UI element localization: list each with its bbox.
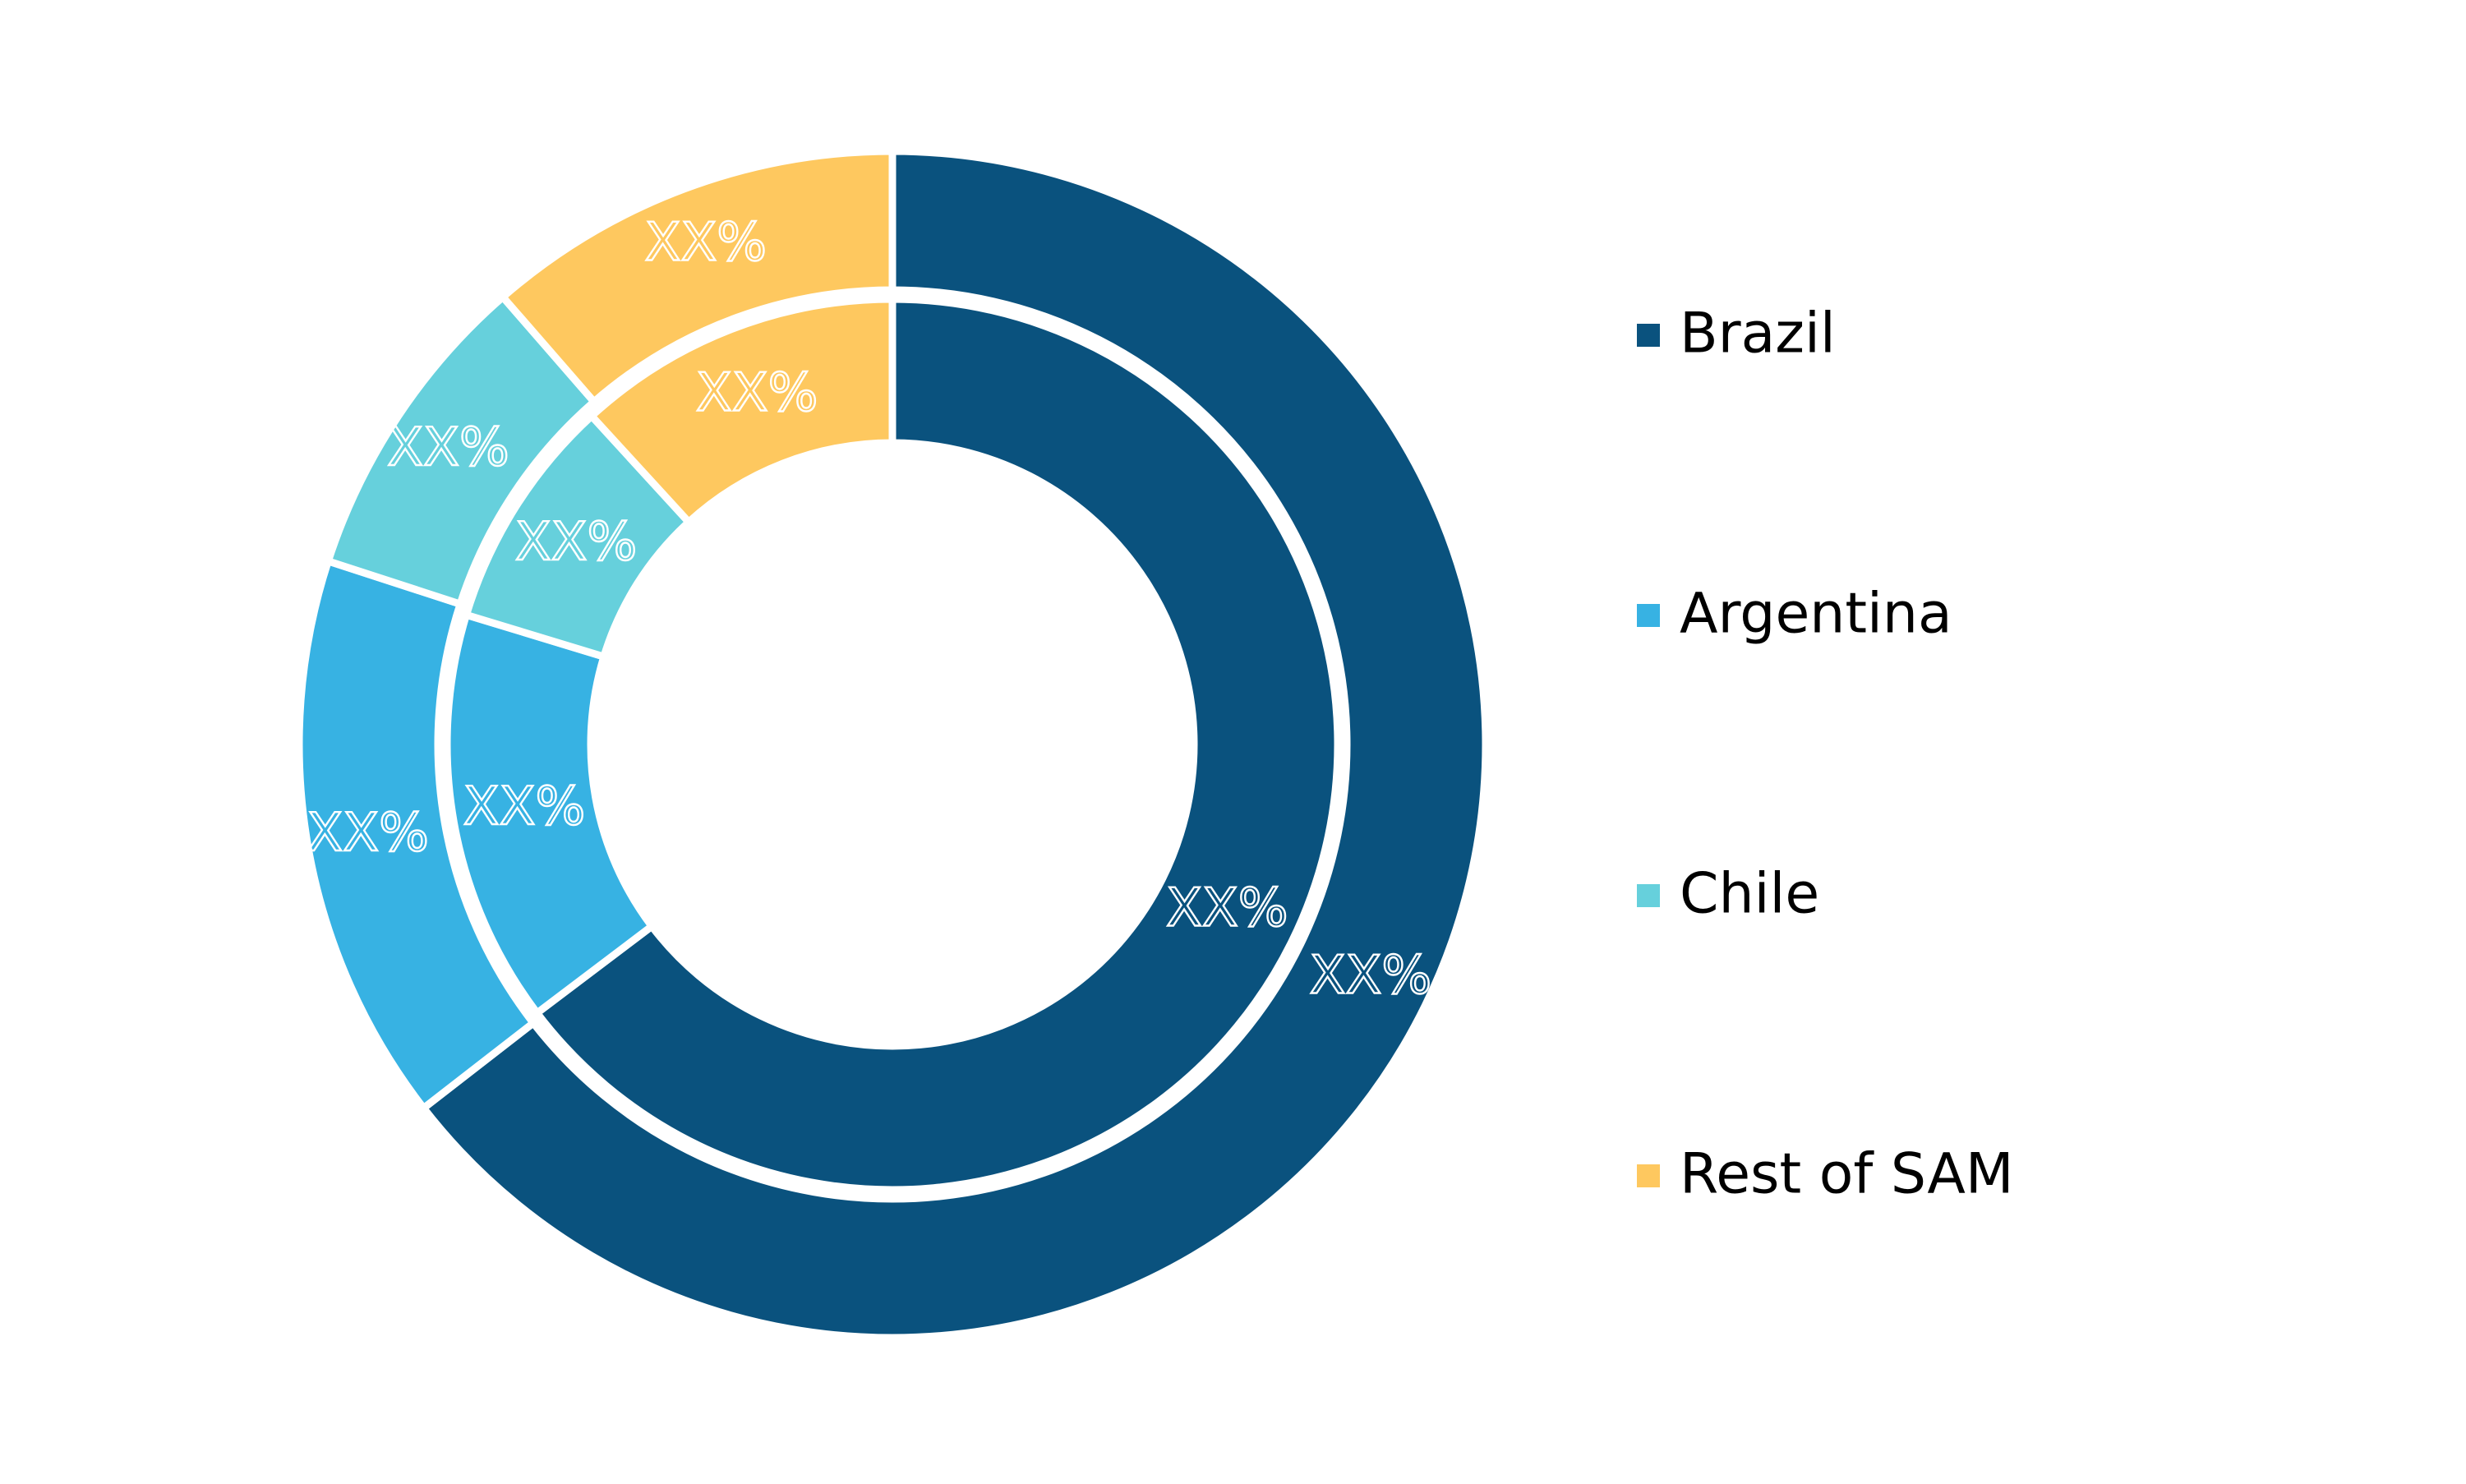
- outer-slice-label-brazil: XX%: [1310, 946, 1432, 1007]
- outer-slice-label-argentina: XX%: [307, 803, 429, 864]
- legend-swatch-chile: [1637, 884, 1660, 907]
- ring-separator: [438, 290, 1347, 1199]
- slice-group: [295, 147, 1490, 1342]
- legend-label-rest-of-sam: Rest of SAM: [1680, 1142, 2014, 1207]
- legend: Brazil Argentina Chile Rest of SAM: [1637, 302, 2014, 1207]
- inner-slice-label-chile: XX%: [515, 512, 638, 573]
- inner-slice-label-argentina: XX%: [463, 777, 586, 837]
- legend-swatch-rest-of-sam: [1637, 1164, 1660, 1187]
- legend-swatch-brazil: [1637, 324, 1660, 347]
- inner-slice-argentina: [443, 610, 657, 1019]
- inner-slice-brazil: [532, 295, 1342, 1194]
- legend-label-brazil: Brazil: [1680, 302, 1836, 366]
- outer-slice-label-rest-of-sam: XX%: [645, 213, 767, 274]
- slice-label-group: XX%XX%XX%XX%XX%XX%XX%XX%: [306, 211, 1432, 1007]
- legend-swatch-argentina: [1637, 604, 1660, 627]
- inner-slice-label-brazil: XX%: [1166, 878, 1288, 938]
- legend-label-argentina: Argentina: [1680, 582, 1952, 647]
- outer-slice-label-chile: XX%: [387, 417, 509, 478]
- legend-label-chile: Chile: [1680, 862, 1819, 927]
- inner-slice-label-rest-of-sam: XX%: [696, 362, 818, 423]
